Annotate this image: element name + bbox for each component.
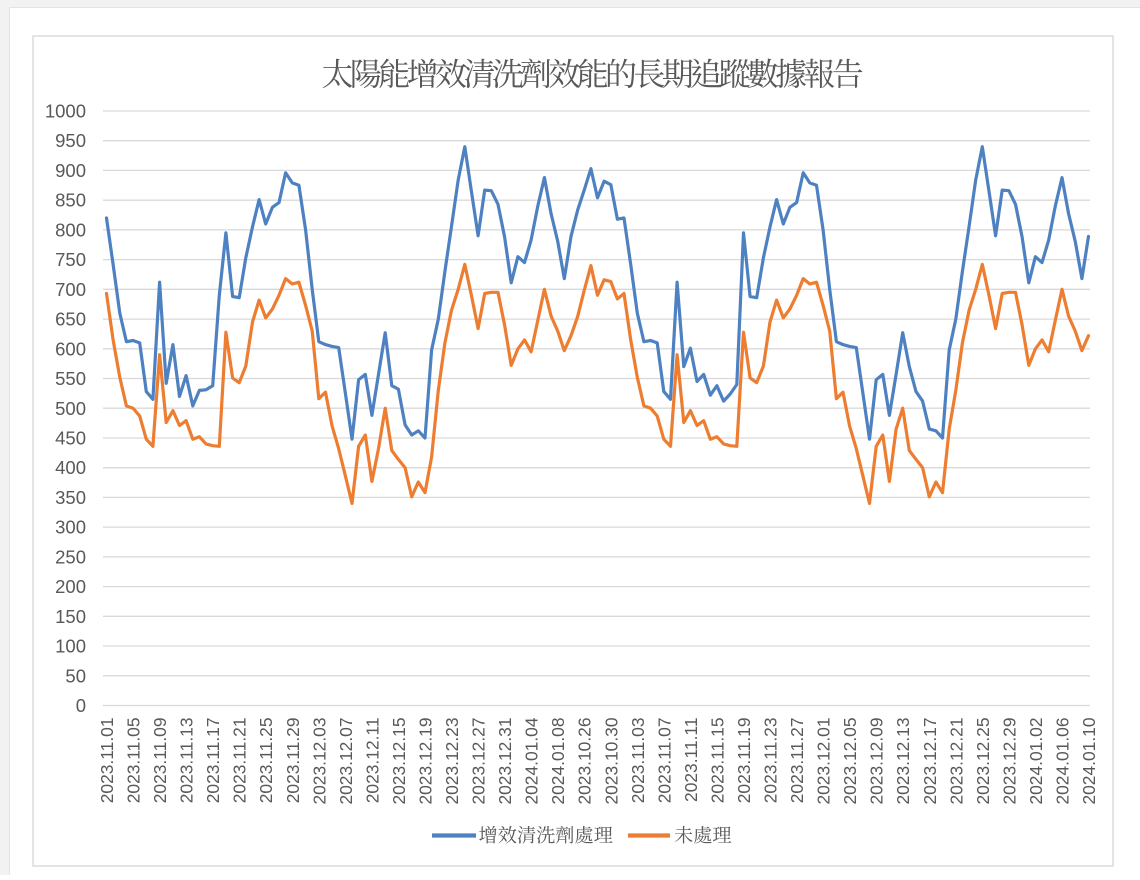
svg-text:2023.10.30: 2023.10.30 xyxy=(601,718,621,805)
svg-text:0: 0 xyxy=(76,695,86,716)
svg-text:2023.11.19: 2023.11.19 xyxy=(734,718,754,804)
svg-text:2023.11.13: 2023.11.13 xyxy=(177,718,197,804)
svg-text:750: 750 xyxy=(55,249,86,270)
svg-text:2023.12.13: 2023.12.13 xyxy=(893,718,913,805)
svg-text:550: 550 xyxy=(55,368,86,389)
svg-text:2023.12.31: 2023.12.31 xyxy=(495,718,515,805)
svg-text:2024.01.06: 2024.01.06 xyxy=(1053,718,1073,805)
svg-text:100: 100 xyxy=(55,636,86,657)
svg-text:300: 300 xyxy=(55,517,86,538)
svg-text:2023.10.26: 2023.10.26 xyxy=(575,718,595,805)
svg-text:2023.12.07: 2023.12.07 xyxy=(336,718,356,805)
svg-text:950: 950 xyxy=(55,130,86,151)
svg-text:2023.11.05: 2023.11.05 xyxy=(124,718,144,804)
svg-text:2023.11.25: 2023.11.25 xyxy=(256,718,276,804)
svg-text:2023.12.09: 2023.12.09 xyxy=(867,718,887,805)
svg-text:500: 500 xyxy=(55,398,86,419)
svg-text:2023.11.01: 2023.11.01 xyxy=(97,718,117,804)
svg-text:900: 900 xyxy=(55,160,86,181)
svg-text:2023.11.09: 2023.11.09 xyxy=(150,718,170,804)
svg-text:2023.12.27: 2023.12.27 xyxy=(469,718,489,805)
svg-text:2023.11.07: 2023.11.07 xyxy=(654,718,674,804)
svg-text:2023.12.29: 2023.12.29 xyxy=(999,718,1019,805)
svg-text:2023.12.03: 2023.12.03 xyxy=(309,718,329,805)
svg-text:2023.12.17: 2023.12.17 xyxy=(920,718,940,805)
svg-text:50: 50 xyxy=(65,665,86,686)
svg-text:2023.11.17: 2023.11.17 xyxy=(203,718,223,804)
svg-text:2023.12.15: 2023.12.15 xyxy=(389,718,409,805)
svg-text:2024.01.10: 2024.01.10 xyxy=(1079,718,1099,805)
svg-text:850: 850 xyxy=(55,190,86,211)
svg-text:2023.11.03: 2023.11.03 xyxy=(628,718,648,804)
svg-text:2023.12.11: 2023.12.11 xyxy=(362,718,382,804)
svg-text:2023.12.21: 2023.12.21 xyxy=(946,718,966,805)
svg-text:150: 150 xyxy=(55,606,86,627)
svg-text:2023.11.21: 2023.11.21 xyxy=(230,718,250,804)
svg-text:2024.01.04: 2024.01.04 xyxy=(522,717,542,804)
svg-text:2023.11.23: 2023.11.23 xyxy=(761,718,781,804)
svg-text:2023.12.01: 2023.12.01 xyxy=(814,718,834,805)
svg-text:650: 650 xyxy=(55,309,86,330)
svg-text:2023.12.05: 2023.12.05 xyxy=(840,718,860,805)
svg-text:2023.11.29: 2023.11.29 xyxy=(283,718,303,804)
svg-text:400: 400 xyxy=(55,457,86,478)
svg-text:600: 600 xyxy=(55,338,86,359)
svg-text:2024.01.02: 2024.01.02 xyxy=(1026,718,1046,805)
svg-text:2024.01.08: 2024.01.08 xyxy=(548,718,568,805)
svg-text:2023.12.19: 2023.12.19 xyxy=(416,718,436,805)
svg-text:2023.11.27: 2023.11.27 xyxy=(787,718,807,804)
svg-text:200: 200 xyxy=(55,576,86,597)
svg-text:2023.11.15: 2023.11.15 xyxy=(707,718,727,804)
svg-text:350: 350 xyxy=(55,487,86,508)
svg-text:2023.11.11: 2023.11.11 xyxy=(681,718,701,802)
svg-text:250: 250 xyxy=(55,546,86,567)
svg-text:800: 800 xyxy=(55,219,86,240)
svg-text:1000: 1000 xyxy=(45,101,86,122)
svg-text:700: 700 xyxy=(55,279,86,300)
svg-text:2023.12.23: 2023.12.23 xyxy=(442,718,462,805)
svg-text:2023.12.25: 2023.12.25 xyxy=(973,718,993,805)
svg-text:450: 450 xyxy=(55,428,86,449)
